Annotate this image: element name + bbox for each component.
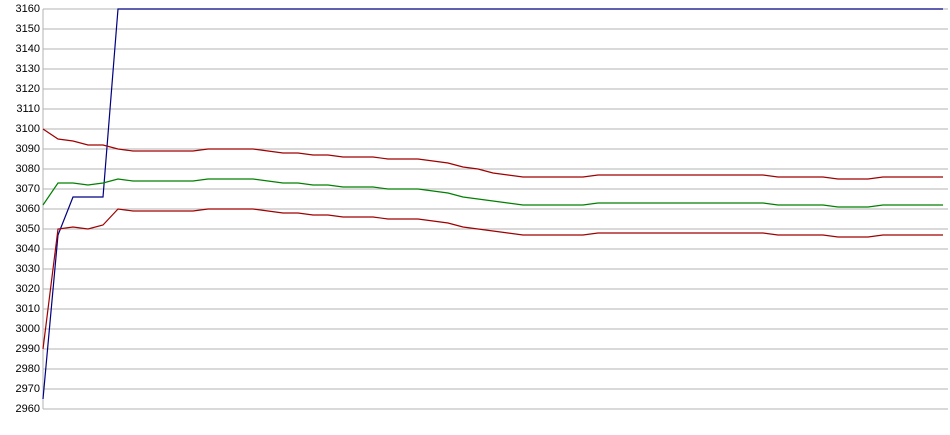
series-line [42, 208, 943, 350]
y-tick-label: 3130 [16, 63, 40, 75]
y-tick-label: 3150 [16, 23, 40, 35]
series-line [42, 8, 943, 400]
y-tick-label: 2980 [16, 363, 40, 375]
y-tick-label: 3030 [16, 263, 40, 275]
y-tick-label: 2970 [16, 383, 40, 395]
series-line [42, 128, 943, 180]
y-tick-label: 3080 [16, 163, 40, 175]
y-tick-label: 3060 [16, 203, 40, 215]
y-tick-label: 3070 [16, 183, 40, 195]
y-tick-label: 3160 [16, 3, 40, 15]
y-tick-label: 2990 [16, 343, 40, 355]
y-tick-label: 3090 [16, 143, 40, 155]
y-tick-label: 3110 [16, 103, 40, 115]
y-tick-label: 3120 [16, 83, 40, 95]
y-tick-label: 3020 [16, 283, 40, 295]
y-tick-label: 3010 [16, 303, 40, 315]
y-tick-label: 3050 [16, 223, 40, 235]
series-line [42, 178, 943, 208]
y-tick-label: 3140 [16, 43, 40, 55]
y-tick-label: 2960 [16, 403, 40, 415]
y-tick-label: 3100 [16, 123, 40, 135]
y-tick-label: 3000 [16, 323, 40, 335]
y-tick-label: 3040 [16, 243, 40, 255]
